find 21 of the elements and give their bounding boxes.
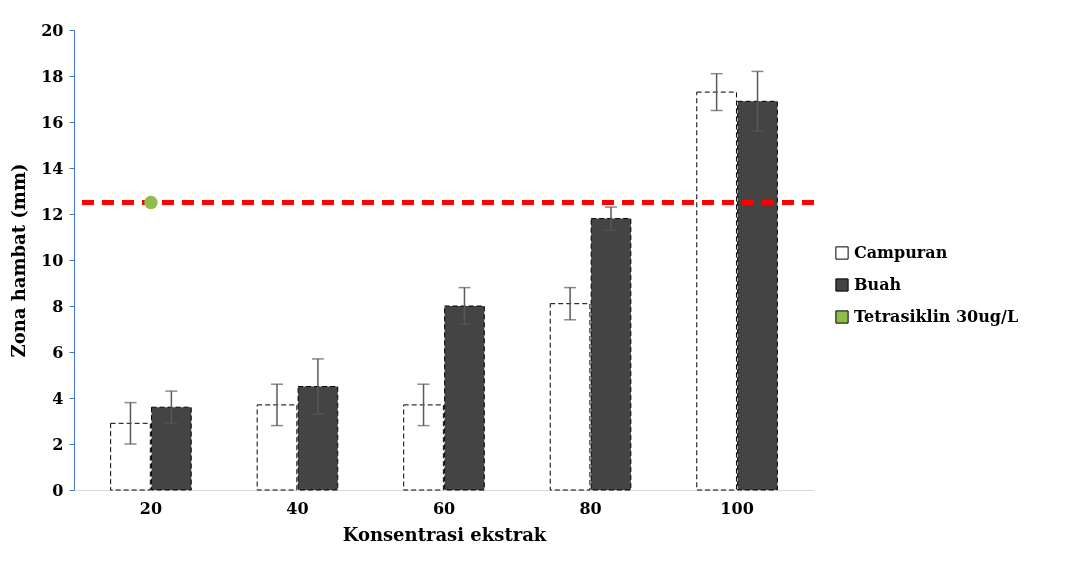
x-axis-title: Konsentrasi ekstrak (342, 523, 547, 545)
x-tick-label: 80 (579, 498, 602, 518)
x-tick-label: 60 (432, 498, 456, 518)
legend-label: Campuran (854, 243, 948, 262)
y-tick-label: 2 (52, 434, 64, 454)
y-tick-label: 8 (52, 296, 64, 316)
y-tick-label: 14 (41, 158, 64, 178)
x-tick-label: 100 (720, 498, 754, 518)
legend-label: Tetrasiklin 30ug/L (854, 307, 1019, 326)
y-tick-label: 6 (52, 342, 64, 362)
x-tick-label: 20 (139, 498, 163, 518)
y-tick-label: 10 (41, 250, 64, 270)
legend-label: Buah (854, 275, 902, 294)
y-tick-label: 18 (41, 66, 64, 86)
y-tick-label: 12 (41, 204, 64, 224)
y-tick-label: 0 (52, 480, 64, 500)
y-tick-label: 16 (41, 112, 64, 132)
y-tick-label: 4 (52, 388, 64, 408)
y-tick-label: 20 (41, 20, 64, 40)
y-axis-title: Zona hambat (mm) (8, 163, 30, 358)
x-tick-label: 40 (286, 498, 309, 518)
